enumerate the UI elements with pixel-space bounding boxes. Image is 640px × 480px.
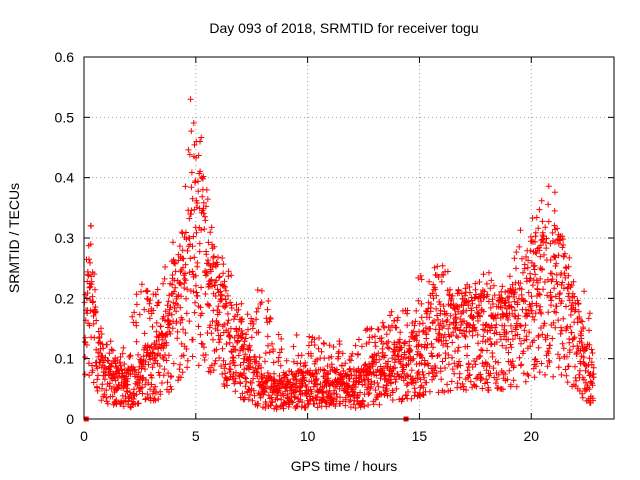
y-tick-label: 0.5 <box>55 109 75 125</box>
scatter-plus-markers <box>81 96 597 413</box>
y-axis-label: SRMTID / TECUs <box>6 183 22 293</box>
x-tick-label: 0 <box>80 428 88 444</box>
y-tick-label: 0.2 <box>55 290 75 306</box>
x-tick-label: 5 <box>192 428 200 444</box>
x-tick-label: 15 <box>412 428 428 444</box>
x-tick-label: 10 <box>300 428 316 444</box>
y-tick-label: 0.6 <box>55 49 75 65</box>
axis-ticks: 0 5 10 15 20 0 0.1 0.2 0.3 0.4 0.5 0.6 <box>55 49 614 444</box>
x-tick-label: 20 <box>523 428 539 444</box>
y-tick-label: 0.4 <box>55 170 75 186</box>
x-axis-label: GPS time / hours <box>291 458 398 474</box>
data-points <box>81 96 597 413</box>
y-tick-label: 0.1 <box>55 351 75 367</box>
y-tick-label: 0 <box>66 411 74 427</box>
chart-title: Day 093 of 2018, SRMTID for receiver tog… <box>209 20 478 36</box>
y-tick-label: 0.3 <box>55 230 75 246</box>
